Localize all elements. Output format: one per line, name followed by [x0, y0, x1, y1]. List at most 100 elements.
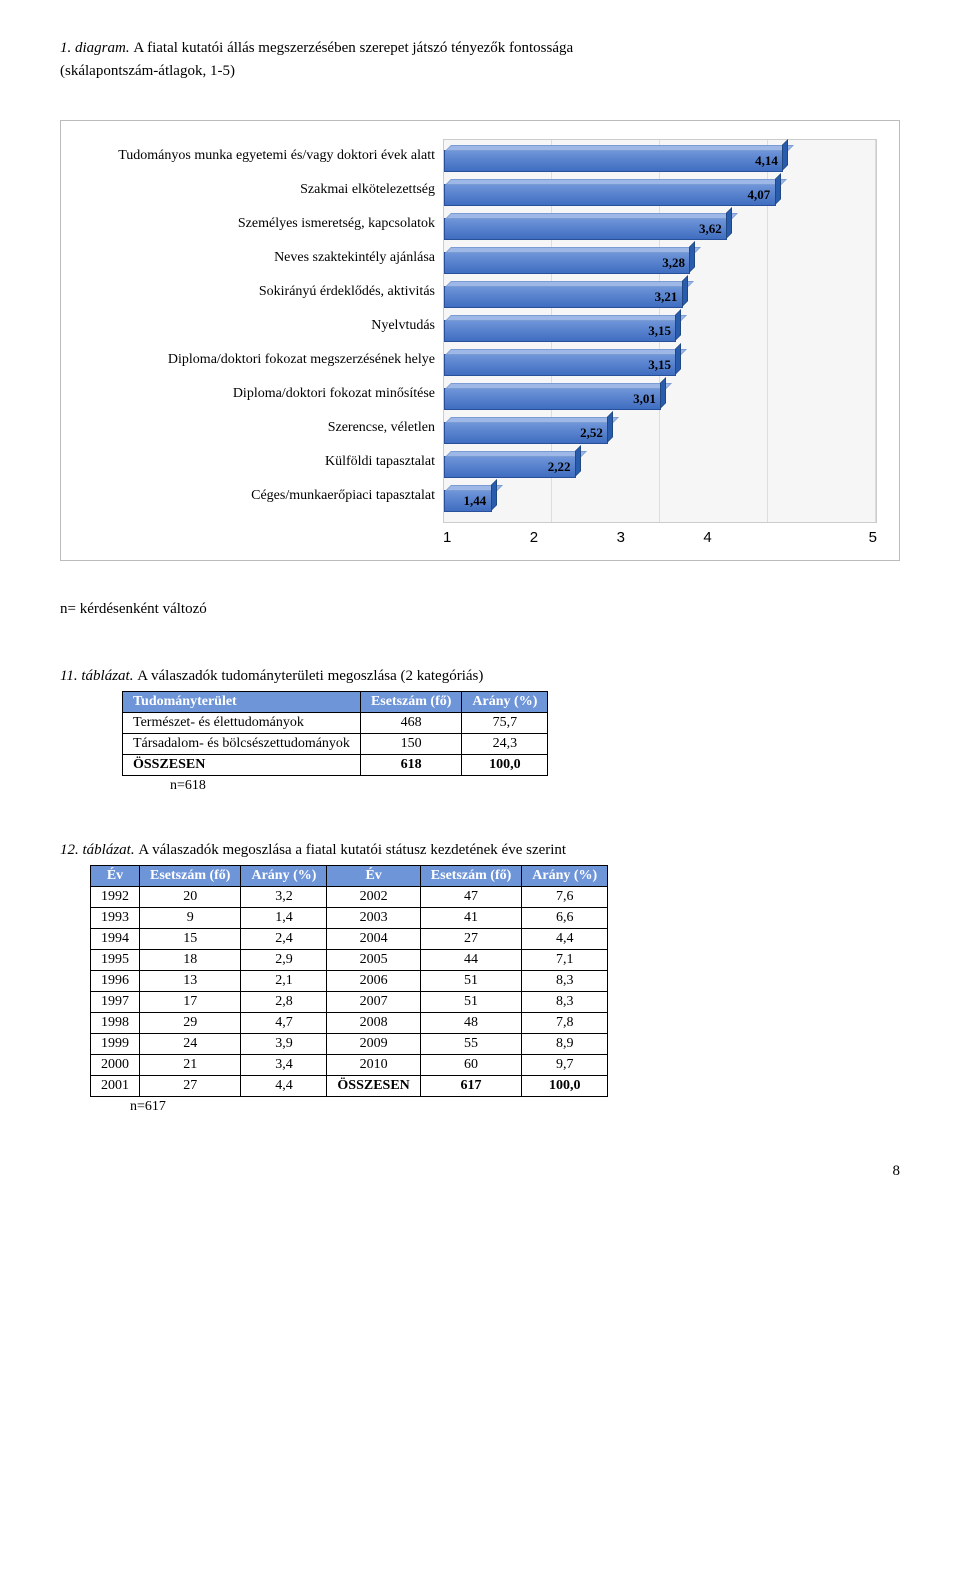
table-row: ÖSSZESEN618100,0 — [123, 755, 548, 776]
table-row: 1996132,12006518,3 — [91, 971, 608, 992]
bar-front-face — [445, 287, 682, 307]
table-cell: 21 — [140, 1055, 241, 1076]
table-cell: 2009 — [327, 1034, 420, 1055]
chart-bar — [444, 184, 776, 206]
chart-bar — [444, 354, 676, 376]
table-cell: 2007 — [327, 992, 420, 1013]
chart-bar-value: 2,22 — [548, 459, 571, 475]
chart-x-tick: 2 — [530, 529, 617, 546]
table-header: Tudományterület — [123, 692, 361, 713]
table-cell: 24,3 — [462, 734, 548, 755]
table-cell: 51 — [420, 992, 521, 1013]
table-cell: 1992 — [91, 887, 140, 908]
table-cell: 2001 — [91, 1076, 140, 1097]
chart-bar-row: 3,21 — [444, 280, 876, 314]
bar-side-face — [575, 445, 581, 477]
table-cell: 3,4 — [241, 1055, 327, 1076]
table11-heading: 11. táblázat. A válaszadók tudományterül… — [60, 668, 900, 685]
chart-bar-row: 3,15 — [444, 348, 876, 382]
table-header: Arány (%) — [522, 866, 608, 887]
table-cell: 75,7 — [462, 713, 548, 734]
table11-title: A válaszadók tudományterületi megoszlása… — [137, 668, 483, 684]
chart-y-label: Szakmai elkötelezettség — [83, 173, 443, 207]
table-cell: 24 — [140, 1034, 241, 1055]
table-cell: 48 — [420, 1013, 521, 1034]
table-header: Év — [91, 866, 140, 887]
table-cell: 7,8 — [522, 1013, 608, 1034]
table-cell: 4,4 — [522, 929, 608, 950]
table-cell: 1999 — [91, 1034, 140, 1055]
table-cell: 8,9 — [522, 1034, 608, 1055]
table-cell: 4,4 — [241, 1076, 327, 1097]
chart-y-label: Külföldi tapasztalat — [83, 445, 443, 479]
table-cell: 617 — [420, 1076, 521, 1097]
chart-bar-row: 2,22 — [444, 450, 876, 484]
table-cell: 468 — [360, 713, 461, 734]
table-row: 199391,42003416,6 — [91, 908, 608, 929]
table-cell: 8,3 — [522, 971, 608, 992]
table-cell: 2002 — [327, 887, 420, 908]
diagram-label-text: 1. diagram. — [60, 40, 130, 56]
table-cell: 618 — [360, 755, 461, 776]
table-cell: 27 — [420, 929, 521, 950]
chart-y-label: Diploma/doktori fokozat minősítése — [83, 377, 443, 411]
chart-bar-value: 3,28 — [662, 255, 685, 271]
table-cell: 7,6 — [522, 887, 608, 908]
table-cell: 8,3 — [522, 992, 608, 1013]
table-row: 1999243,92009558,9 — [91, 1034, 608, 1055]
table-cell: Társadalom- és bölcsészettudományok — [123, 734, 361, 755]
table-cell: Természet- és élettudományok — [123, 713, 361, 734]
table-cell: 3,9 — [241, 1034, 327, 1055]
table12-nsub: n=617 — [130, 1099, 900, 1115]
chart-bar-value: 3,15 — [648, 357, 671, 373]
chart-plot-area: 4,144,073,623,283,213,153,153,012,522,22… — [443, 139, 877, 523]
table-cell: 1996 — [91, 971, 140, 992]
table-row: 1994152,42004274,4 — [91, 929, 608, 950]
table-cell: 18 — [140, 950, 241, 971]
table-row: 2000213,42010609,7 — [91, 1055, 608, 1076]
chart-bar-value: 3,01 — [633, 391, 656, 407]
table-cell: 20 — [140, 887, 241, 908]
chart-inner: Tudományos munka egyetemi és/vagy doktor… — [83, 139, 877, 523]
table-cell: 13 — [140, 971, 241, 992]
chart-x-axis: 12345 — [443, 529, 877, 546]
table12-wrap: ÉvEsetszám (fő)Arány (%)ÉvEsetszám (fő)A… — [90, 865, 900, 1115]
table-cell: 9,7 — [522, 1055, 608, 1076]
table-header: Esetszám (fő) — [140, 866, 241, 887]
diagram-label: 1. diagram. A fiatal kutatói állás megsz… — [60, 40, 900, 57]
chart-bar-row: 3,62 — [444, 212, 876, 246]
table-row: 1998294,72008487,8 — [91, 1013, 608, 1034]
table-cell: 100,0 — [462, 755, 548, 776]
table11-label: 11. táblázat. — [60, 668, 133, 684]
chart-y-label: Sokirányú érdeklődés, aktivitás — [83, 275, 443, 309]
table12: ÉvEsetszám (fő)Arány (%)ÉvEsetszám (fő)A… — [90, 865, 608, 1097]
chart-bar — [444, 252, 690, 274]
table-row: 1992203,22002477,6 — [91, 887, 608, 908]
chart-bar-row: 3,15 — [444, 314, 876, 348]
chart-bar — [444, 388, 661, 410]
table11: TudományterületEsetszám (fő)Arány (%)Ter… — [122, 691, 548, 776]
table-cell: 51 — [420, 971, 521, 992]
chart-bar — [444, 218, 727, 240]
chart-y-labels: Tudományos munka egyetemi és/vagy doktor… — [83, 139, 443, 523]
bar-side-face — [775, 173, 781, 205]
table-cell: 2,4 — [241, 929, 327, 950]
bar-side-face — [660, 377, 666, 409]
chart-bar-value: 3,21 — [655, 289, 678, 305]
bar-side-face — [675, 343, 681, 375]
table-cell: 27 — [140, 1076, 241, 1097]
table-header: Arány (%) — [462, 692, 548, 713]
chart-bar-row: 2,52 — [444, 416, 876, 450]
chart-y-label: Tudományos munka egyetemi és/vagy doktor… — [83, 139, 443, 173]
chart-bar-row: 4,14 — [444, 144, 876, 178]
chart-frame: Tudományos munka egyetemi és/vagy doktor… — [60, 120, 900, 561]
table-row: Természet- és élettudományok46875,7 — [123, 713, 548, 734]
table-cell: 100,0 — [522, 1076, 608, 1097]
chart-x-tick: 1 — [443, 529, 530, 546]
diagram-footnote: n= kérdésenként változó — [60, 601, 900, 618]
table12-heading: 12. táblázat. A válaszadók megoszlása a … — [60, 842, 900, 859]
chart-x-tick: 3 — [617, 529, 704, 546]
chart-bar — [444, 320, 676, 342]
chart-y-label: Neves szaktekintély ajánlása — [83, 241, 443, 275]
chart-y-label: Diploma/doktori fokozat megszerzésének h… — [83, 343, 443, 377]
